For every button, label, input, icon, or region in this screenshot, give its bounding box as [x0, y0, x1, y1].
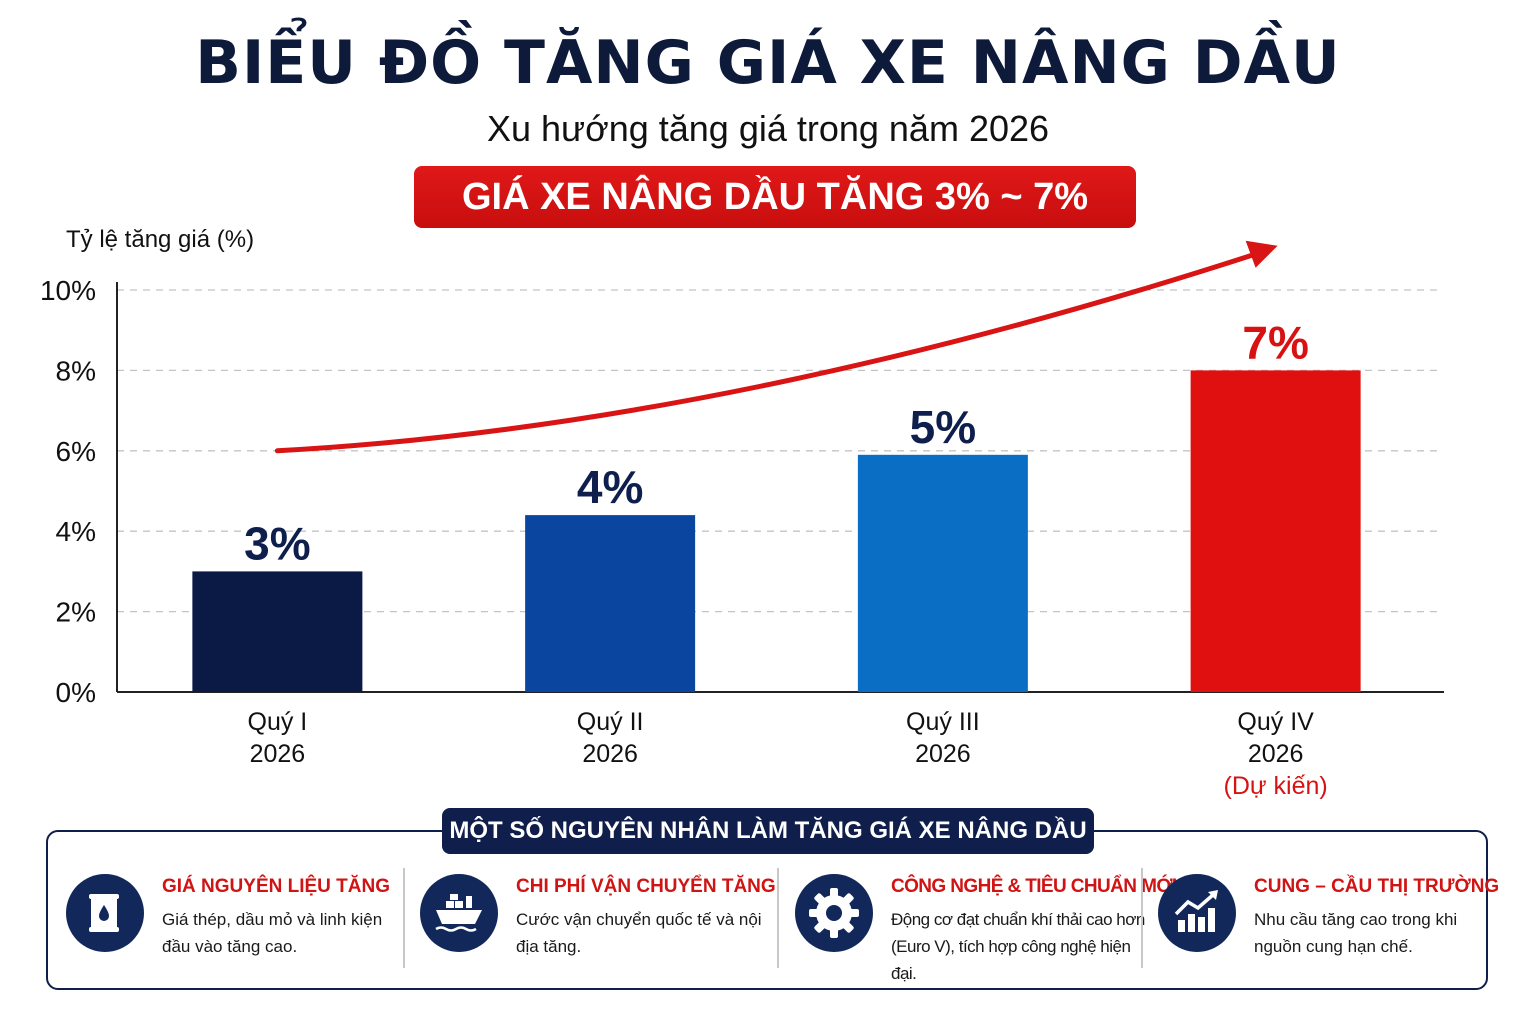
gear-icon: [795, 874, 873, 952]
cause-text: Động cơ đạt chuẩn khí thải cao hơn (Euro…: [891, 910, 1145, 983]
price-increase-chart: Tỷ lệ tăng giá (%) 0% 2% 4% 6% 8% 10% 3% Quý I 20…: [40, 226, 1444, 800]
cause-text: Cước vận chuyển quốc tế và nội địa tăng.: [516, 910, 762, 956]
x-tick-label: 2026: [915, 740, 971, 768]
x-tick-label: 2026: [1248, 740, 1304, 768]
cause-text: Nhu cầu tăng cao trong khi nguồn cung hạ…: [1254, 910, 1458, 956]
cargo-ship-icon: [420, 874, 498, 952]
oil-barrel-icon: [66, 874, 144, 952]
cause-heading: GIÁ NGUYÊN LIỆU TĂNG: [162, 876, 391, 897]
data-label: 5%: [910, 401, 976, 453]
y-axis-label: Tỷ lệ tăng giá (%): [66, 226, 254, 253]
y-tick-label: 6%: [56, 436, 96, 467]
price-increase-banner: GIÁ XE NÂNG DẦU TĂNG 3% ~ 7%: [414, 166, 1136, 228]
data-label: 7%: [1242, 316, 1308, 368]
x-tick-label: Quý IV: [1237, 708, 1314, 736]
y-tick-label: 4%: [56, 516, 96, 547]
y-tick-label: 10%: [40, 275, 96, 306]
causes-title: MỘT SỐ NGUYÊN NHÂN LÀM TĂNG GIÁ XE NÂNG …: [442, 808, 1094, 854]
cause-heading: CUNG – CẦU THỊ TRƯỜNG: [1254, 876, 1500, 897]
y-tick-label: 8%: [56, 355, 96, 386]
cause-divider: [403, 868, 405, 968]
y-tick-label: 0%: [56, 677, 96, 708]
page-title: BIỂU ĐỒ TĂNG GIÁ XE NÂNG DẦU: [195, 28, 1341, 98]
x-tick-label: Quý II: [577, 708, 644, 736]
x-tick-label: 2026: [582, 740, 638, 768]
y-tick-label: 2%: [56, 597, 96, 628]
x-tick-label: Quý I: [248, 708, 308, 736]
x-tick-label: Quý III: [906, 708, 980, 736]
cause-divider: [1141, 868, 1143, 968]
trend-arrow-line: [274, 250, 1263, 454]
bar: [1190, 370, 1361, 692]
cause-divider: [777, 868, 779, 968]
x-tick-note: (Dự kiến): [1224, 772, 1328, 800]
bar: [525, 515, 696, 692]
page-subtitle: Xu hướng tăng giá trong năm 2026: [486, 108, 1050, 149]
cause-heading: CHI PHÍ VẬN CHUYỂN TĂNG: [516, 876, 776, 897]
cause-text: Giá thép, dầu mỏ và linh kiện đầu vào tă…: [162, 910, 383, 956]
cause-heading: CÔNG NGHỆ & TIÊU CHUẨN MỚI: [891, 876, 1177, 897]
growth-chart-icon: [1158, 874, 1236, 952]
bar: [192, 571, 363, 692]
data-label: 3%: [244, 517, 310, 569]
x-tick-label: 2026: [250, 740, 306, 768]
trend-arrow-head: [1245, 240, 1278, 268]
bar: [857, 454, 1028, 692]
data-label: 4%: [577, 461, 643, 513]
